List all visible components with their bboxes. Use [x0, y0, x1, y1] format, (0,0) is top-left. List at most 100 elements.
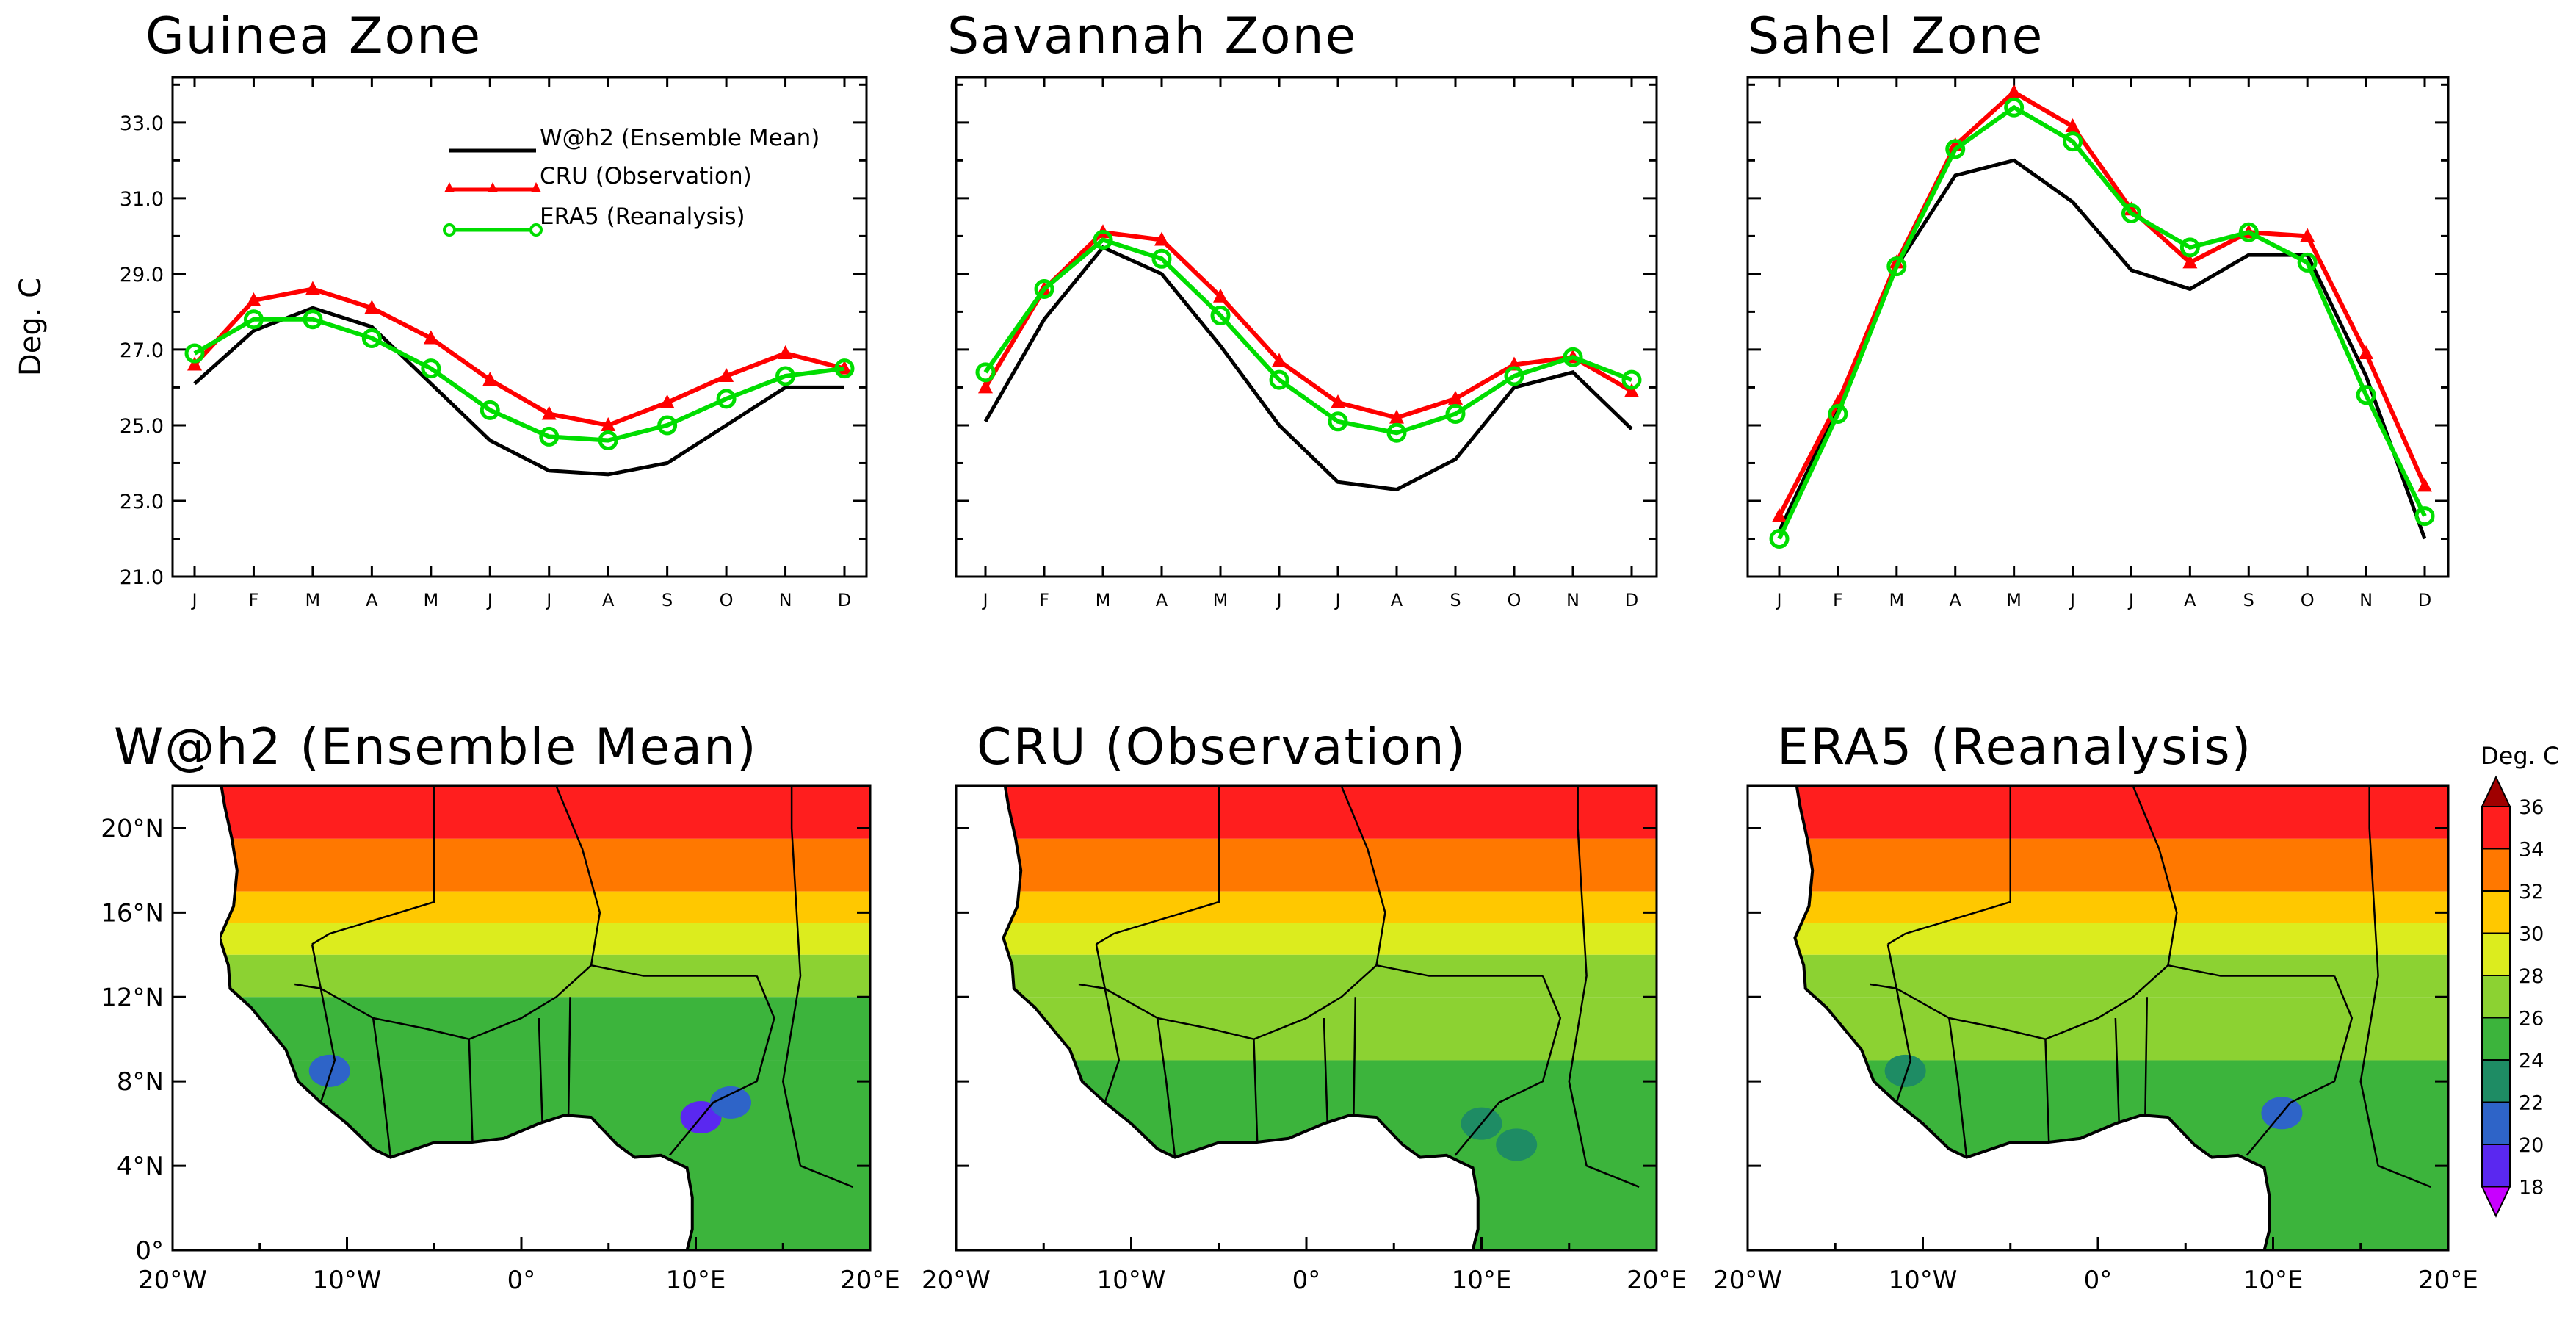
panel-title-sahel: Sahel Zone — [1748, 7, 2044, 65]
month-label: J — [1334, 590, 1340, 610]
month-label: A — [602, 590, 615, 610]
temperature-band — [1795, 891, 2448, 923]
series-line — [1777, 104, 2427, 540]
month-label: J — [545, 590, 551, 610]
data-point — [601, 416, 616, 431]
month-label: D — [1625, 590, 1638, 610]
data-point — [1772, 508, 1787, 522]
lon-tick-label: 10°W — [313, 1266, 382, 1295]
data-point — [482, 372, 498, 386]
data-point — [1151, 248, 1172, 269]
temperature-band — [1795, 923, 2448, 955]
country-border — [2114, 1017, 2120, 1122]
country-border — [294, 983, 336, 1103]
data-point — [361, 328, 382, 348]
colorbar-swatch — [2481, 890, 2511, 934]
temperature-band — [220, 923, 870, 955]
series-line — [192, 286, 845, 428]
country-border — [567, 997, 571, 1116]
series-line — [983, 237, 1633, 436]
data-point — [2182, 254, 2198, 269]
month-label: N — [2359, 590, 2373, 610]
temperature-band — [1003, 891, 1657, 923]
colorbar-label: 36 — [2519, 796, 2544, 819]
lon-tick-label: 10°E — [2243, 1266, 2304, 1295]
colorbar-label: 34 — [2519, 839, 2544, 862]
country-border — [311, 786, 435, 945]
legend-item-wah2: W@h2 (Ensemble Mean) — [449, 125, 820, 153]
plot-frame-guinea — [171, 76, 868, 578]
map-field-era5 — [1748, 786, 2448, 1250]
data-point — [1328, 411, 1348, 432]
map-field-cru — [956, 786, 1657, 1250]
temperature-band — [1003, 786, 1657, 839]
data-point — [2238, 222, 2259, 242]
temperature-band — [220, 786, 870, 839]
ticks-guinea: 21.0 23.0 25.0 27.0 29.0 31.0 33.0 J F M A M J J A S O N D — [120, 77, 866, 610]
month-label: D — [838, 590, 851, 610]
y-tick-label: 33.0 — [120, 112, 164, 135]
lat-tick-label: 0° — [135, 1236, 164, 1266]
country-border — [781, 786, 853, 1188]
data-point — [303, 309, 323, 330]
month-label: A — [366, 590, 378, 610]
data-point — [778, 345, 793, 360]
data-point — [2065, 118, 2080, 132]
month-label: F — [249, 590, 259, 610]
month-label: O — [1508, 590, 1522, 610]
panel-title-guinea: Guinea Zone — [145, 7, 482, 65]
lat-tick-label: 20°N — [101, 814, 164, 843]
month-label: F — [1833, 590, 1843, 610]
month-label: J — [2069, 590, 2075, 610]
month-label: S — [662, 590, 673, 610]
lat-tick-label: 4°N — [117, 1152, 164, 1181]
temperature-spot — [1496, 1128, 1538, 1161]
panel-title-savannah: Savannah Zone — [947, 7, 1357, 65]
data-point — [1272, 353, 1287, 367]
data-point — [1213, 288, 1228, 303]
data-point — [1504, 366, 1524, 386]
country-border — [1887, 786, 2011, 945]
colorbar-label: 30 — [2519, 923, 2544, 946]
colorbar-label: 28 — [2519, 965, 2544, 988]
temperature-spot — [710, 1086, 751, 1119]
temperature-band — [1003, 923, 1657, 955]
series-line — [983, 230, 1633, 420]
data-point — [2063, 131, 2083, 152]
lon-tick-label: 0° — [507, 1266, 536, 1295]
lon-tick-label: 10°E — [666, 1266, 726, 1295]
data-point — [1331, 394, 1345, 409]
data-point — [1448, 390, 1463, 405]
map-field-wah2 — [220, 786, 870, 1250]
country-border — [468, 1039, 474, 1143]
data-point — [184, 343, 205, 364]
country-border — [2044, 1039, 2050, 1143]
colorbar-swatch — [2481, 848, 2511, 892]
temperature-spot — [1884, 1054, 1926, 1087]
colorbar-bottom-arrow — [2481, 1186, 2511, 1218]
data-point — [539, 426, 560, 447]
lon-tick-label: 20°E — [840, 1266, 900, 1295]
month-label: J — [486, 590, 493, 610]
data-point — [1389, 409, 1404, 424]
data-point — [1563, 347, 1583, 367]
colorbar-label: 26 — [2519, 1008, 2544, 1031]
data-point — [2417, 477, 2432, 492]
map-panel-wah2: W@h2 (Ensemble Mean) 20°W 10°W 0° 10°E 20°E 0… — [101, 718, 900, 1295]
temperature-spot — [308, 1054, 350, 1087]
line-panel-guinea: Guinea Zone 21.0 23.0 25.0 27.0 29.0 31.0 33.0… — [120, 7, 868, 610]
lon-tick-label: 0° — [2084, 1266, 2113, 1295]
country-border — [2246, 975, 2354, 1156]
data-point — [246, 292, 261, 306]
month-label: O — [2301, 590, 2315, 610]
lon-tick-label: 10°E — [1452, 1266, 1512, 1295]
temperature-band — [1003, 954, 1657, 998]
country-border — [1454, 975, 1562, 1156]
data-point — [2004, 97, 2025, 118]
data-point — [541, 405, 557, 420]
colorbar-title: Deg. C — [2481, 742, 2559, 770]
series-savannah — [975, 224, 1642, 492]
data-point — [719, 367, 734, 382]
